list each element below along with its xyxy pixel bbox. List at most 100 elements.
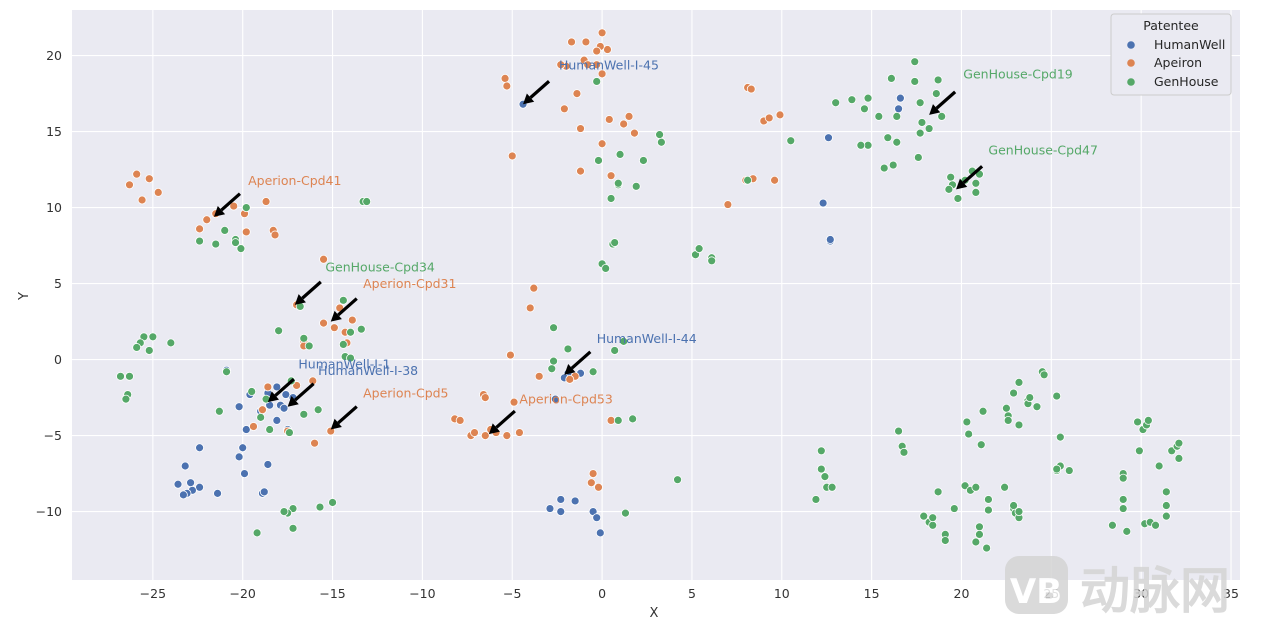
point-apeiron	[480, 393, 490, 403]
point-genhouse	[937, 112, 947, 121]
annotation-arrow-head	[213, 205, 226, 217]
point-apeiron	[624, 112, 634, 121]
point-genhouse	[962, 417, 972, 427]
point-apeiron	[229, 201, 239, 211]
point-genhouse	[615, 149, 625, 159]
point-apeiron	[572, 89, 582, 98]
point-genhouse	[619, 336, 629, 346]
annotation-arrow-shaft	[570, 350, 592, 370]
annotation-label: Aperion-Cpd5	[363, 386, 448, 401]
point-genhouse	[549, 356, 558, 366]
point-apeiron	[597, 69, 607, 79]
point-genhouse	[883, 133, 893, 143]
point-humanwell	[281, 390, 291, 399]
point-genhouse	[946, 172, 956, 182]
annotation-arrow-shaft	[274, 377, 295, 397]
point-humanwell	[213, 488, 222, 498]
x-tick-label: −5	[503, 586, 521, 601]
point-genhouse	[892, 112, 902, 121]
point-genhouse	[1002, 403, 1011, 413]
point-genhouse	[924, 124, 934, 133]
y-tick-label: 15	[46, 124, 62, 139]
point-genhouse	[594, 156, 603, 165]
point-genhouse	[831, 98, 841, 108]
point-apeiron	[144, 174, 154, 184]
point-genhouse	[1151, 520, 1160, 530]
y-tick-label: 10	[46, 200, 62, 215]
point-apeiron	[319, 254, 328, 264]
point-genhouse	[820, 472, 830, 482]
point-genhouse	[816, 464, 826, 474]
point-humanwell	[180, 461, 190, 471]
y-axis-label: Y	[17, 292, 32, 301]
x-axis-ticks: −25−20−15−10−505101520253035	[140, 586, 1239, 601]
annotation-arrow-head	[294, 294, 306, 305]
watermark: VB 动脉网	[1005, 556, 1230, 620]
annotation-arrow-head	[929, 104, 941, 115]
point-genhouse	[346, 327, 355, 337]
annotation-label: HumanWell-I-44	[597, 331, 697, 346]
point-apeiron	[310, 438, 319, 448]
point-genhouse	[931, 89, 941, 98]
annotation-arrow-shaft	[220, 192, 242, 212]
point-genhouse	[899, 447, 909, 457]
point-genhouse	[915, 128, 925, 138]
annotation-label: GenHouse-Cpd19	[963, 66, 1073, 81]
point-genhouse	[928, 513, 938, 523]
point-genhouse	[940, 536, 950, 545]
point-genhouse	[1134, 446, 1144, 456]
point-humanwell	[240, 469, 249, 479]
annotation-arrow-head	[523, 93, 535, 105]
point-apeiron	[556, 60, 566, 70]
point-genhouse	[910, 77, 920, 86]
annotation-label: Aperion-Cpd41	[248, 173, 341, 188]
point-genhouse	[673, 475, 682, 485]
point-humanwell	[279, 403, 289, 413]
point-genhouse	[621, 508, 630, 518]
point-humanwell	[238, 443, 248, 453]
point-apeiron	[195, 224, 204, 234]
annotation-arrow-head	[330, 418, 342, 430]
point-apeiron	[603, 45, 612, 54]
annotation-label: HumanWell-I-38	[318, 363, 418, 378]
point-apeiron	[630, 128, 639, 138]
point-genhouse	[975, 522, 984, 532]
point-humanwell	[825, 235, 835, 244]
point-genhouse	[975, 530, 984, 539]
point-genhouse	[1133, 417, 1142, 427]
point-genhouse	[1039, 370, 1049, 380]
point-genhouse	[982, 543, 992, 553]
point-genhouse	[953, 194, 963, 203]
point-genhouse	[631, 181, 641, 191]
point-apeiron	[502, 431, 512, 441]
point-genhouse	[933, 75, 943, 85]
point-genhouse	[1108, 520, 1117, 530]
watermark-text: 动脉网	[1080, 562, 1230, 620]
point-apeiron	[480, 431, 490, 441]
point-genhouse	[892, 137, 902, 147]
point-apeiron	[329, 323, 339, 333]
annotation-label: GenHouse-Cpd47	[988, 142, 1098, 157]
point-humanwell	[263, 460, 273, 469]
point-humanwell	[592, 513, 602, 523]
x-tick-label: 35	[1223, 586, 1239, 601]
point-apeiron	[586, 478, 596, 488]
point-genhouse	[964, 429, 974, 439]
point-apeiron	[455, 415, 465, 425]
point-genhouse	[606, 194, 616, 203]
point-apeiron	[261, 197, 271, 206]
point-humanwell	[556, 507, 566, 517]
point-genhouse	[304, 341, 314, 351]
point-genhouse	[252, 528, 262, 538]
x-tick-label: −25	[140, 586, 166, 601]
point-apeiron	[241, 227, 251, 237]
point-genhouse	[949, 504, 959, 513]
legend-box	[1110, 13, 1232, 96]
point-apeiron	[125, 180, 134, 190]
point-genhouse	[894, 426, 903, 436]
annotation-label: Aperion-Cpd53	[519, 392, 612, 407]
point-genhouse	[886, 74, 896, 83]
point-genhouse	[1154, 461, 1164, 471]
point-genhouse	[971, 178, 981, 188]
point-apeiron	[604, 115, 614, 124]
